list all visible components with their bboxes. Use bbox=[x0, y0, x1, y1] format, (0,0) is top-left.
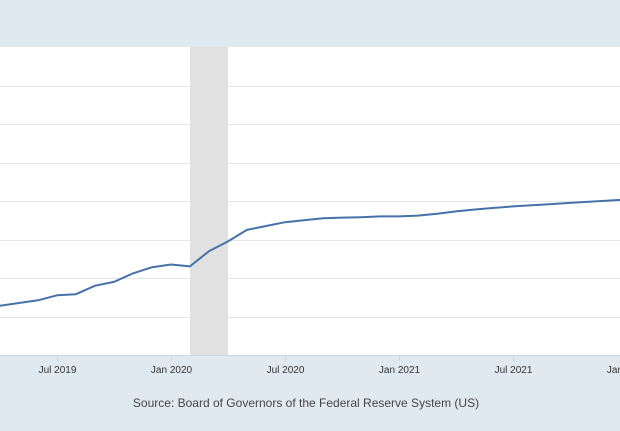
recession-shading bbox=[189, 47, 228, 355]
gridlines bbox=[0, 86, 620, 318]
x-tick-label-5: Jul 2021 bbox=[495, 365, 533, 376]
x-tick-labels: Jul 2019 Jan 2020 Jul 2020 Jan 2021 Jul 2021… bbox=[39, 355, 620, 376]
source-note: Source: Board of Governors of the Federa… bbox=[133, 396, 479, 410]
x-tick-label-1: Jul 2019 bbox=[39, 365, 77, 376]
series-line-1 bbox=[0, 198, 620, 307]
x-tick-label-2: Jan 2020 bbox=[151, 365, 193, 376]
series-lines bbox=[0, 198, 620, 307]
recession-band bbox=[189, 47, 228, 355]
x-tick-label-4: Jan 2021 bbox=[379, 365, 421, 376]
x-tick-label-6: Jan 2022 bbox=[607, 365, 620, 376]
header-band bbox=[0, 0, 620, 47]
x-tick-label-3: Jul 2020 bbox=[267, 365, 305, 376]
